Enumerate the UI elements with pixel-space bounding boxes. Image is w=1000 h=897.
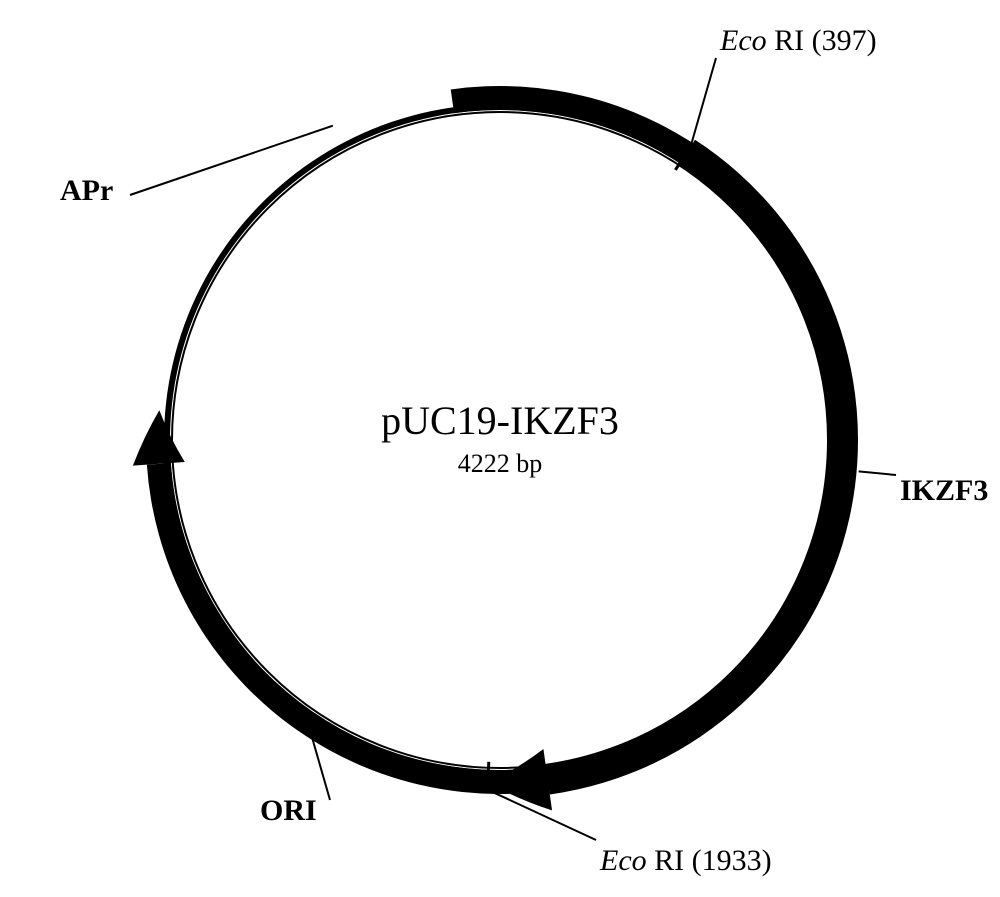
site-EcoRI_1933-label: Eco RI (1933) bbox=[599, 844, 772, 877]
feature-ORI-label: ORI bbox=[260, 794, 317, 827]
site-EcoRI_397-leader bbox=[691, 58, 716, 146]
feature-APr-label: APr bbox=[60, 174, 113, 207]
feature-IKZF3-body bbox=[546, 140, 858, 795]
feature-APr-arrowhead bbox=[133, 410, 185, 465]
plasmid-name: pUC19-IKZF3 bbox=[381, 398, 619, 443]
plasmid-map: IKZF3 APr ORI Eco RI (397) Eco RI (1933) pUC1… bbox=[0, 0, 1000, 897]
feature-IKZF3-label: IKZF3 bbox=[900, 474, 988, 507]
plasmid-size: 4222 bp bbox=[458, 449, 543, 478]
site-EcoRI_397-label: Eco RI (397) bbox=[719, 24, 877, 57]
feature-APr-leader bbox=[130, 126, 333, 195]
site-EcoRI_1933-tick bbox=[488, 762, 489, 790]
feature-IKZF3-leader bbox=[859, 471, 896, 475]
